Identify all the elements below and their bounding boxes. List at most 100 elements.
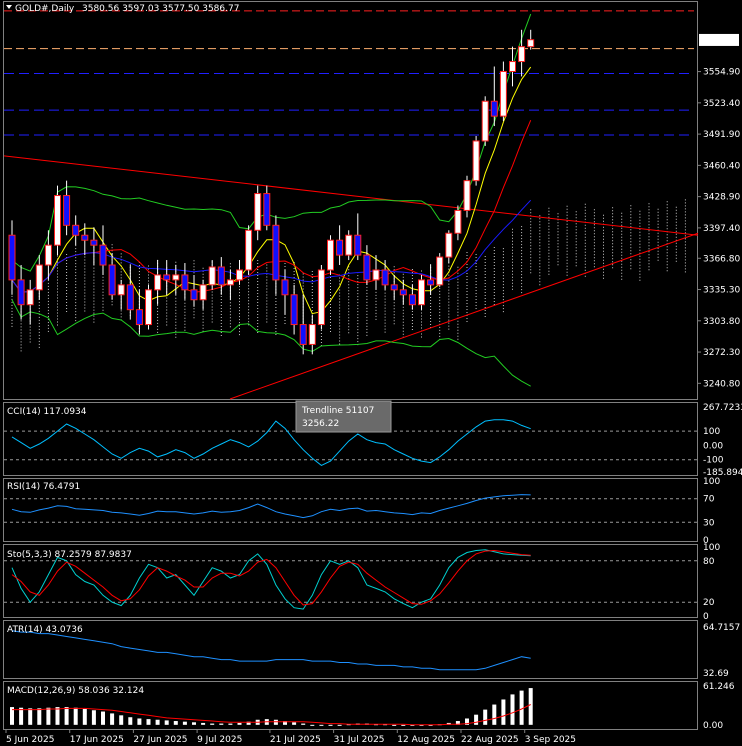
candle-body (472, 140, 480, 182)
candle-body (99, 244, 107, 266)
indicator-tick-label: 80 (703, 557, 715, 567)
candle-body (327, 239, 334, 271)
candle-body (345, 234, 353, 256)
macd-histogram-bar (19, 707, 24, 725)
indicator-tick-label: 0 (703, 536, 709, 546)
indicator-tick-label: -100 (703, 456, 724, 466)
candle-body (154, 274, 162, 291)
price-tick-label: 3272.30 (703, 348, 740, 358)
macd-histogram-bar (146, 719, 151, 725)
price-tick-label: 3335.30 (703, 286, 740, 296)
price-panel[interactable]: 3586.77 3554.90 3523.40 3491.90 3460.40 3428.… (3, 10, 740, 400)
indicator-tick-label: 100 (703, 427, 720, 437)
candle-body (408, 294, 416, 306)
candle-body (163, 274, 171, 281)
rsi-line (11, 494, 531, 519)
ma-slow-line (11, 199, 532, 293)
macd-histogram-bar (37, 708, 42, 725)
macd-histogram-bar (64, 707, 69, 725)
indicator-tick-label: 100 (703, 477, 720, 487)
candle-body (44, 244, 52, 266)
macd-histogram-bar (246, 721, 251, 725)
time-tick-label: 9 Jul 2025 (197, 735, 242, 745)
macd-histogram-bar (455, 721, 460, 725)
macd-histogram-bar (55, 707, 60, 725)
indicator-tick-label: 267.7233 (703, 403, 742, 413)
indicator-tick-label: 0 (703, 612, 709, 622)
candle-body (63, 195, 71, 226)
candle-body (81, 234, 89, 241)
price-tick-label: 3303.80 (703, 317, 740, 327)
candle-body (481, 100, 489, 142)
indicator-tick-label: 100 (703, 543, 720, 553)
trendline-descending (3, 155, 699, 236)
macd-histogram-bar (474, 714, 479, 725)
macd-histogram-bar (173, 721, 178, 725)
candle-body (54, 195, 61, 246)
bollinger-upper (11, 13, 532, 272)
price-tick-label: 3240.80 (703, 379, 740, 389)
candle-body (418, 279, 425, 306)
macd-histogram-bar (91, 710, 96, 725)
time-tick-label: 27 Jun 2025 (133, 735, 187, 745)
chart-header: GOLD#,Daily 3580.56 3597.03 3577.50 3586… (6, 4, 239, 14)
candle-body (35, 264, 43, 291)
candle-body (499, 70, 507, 117)
macd-histogram-bar (219, 723, 224, 725)
indicator-tick-label: 0.00 (703, 441, 723, 451)
macd-histogram-bar (10, 707, 14, 725)
time-tick-label: 3 Sep 2025 (525, 735, 576, 745)
candle-body (336, 239, 344, 256)
candle-body (354, 234, 362, 256)
price-tick-label: 3523.40 (703, 99, 740, 109)
macd-histogram-bar (301, 723, 306, 725)
macd-histogram-bar (310, 724, 315, 726)
trendline-ascending (229, 232, 699, 400)
candle-body (527, 39, 535, 48)
candle-body (281, 279, 289, 296)
candle-body (272, 224, 280, 281)
macd-histogram-bar (319, 724, 324, 726)
candle-body (236, 269, 243, 281)
main-panel-frame (3, 1, 698, 400)
candle-body (445, 232, 453, 258)
macd-histogram-bar (392, 724, 397, 726)
ma-fast-line (11, 66, 532, 315)
candle-body (454, 209, 462, 234)
candle-body (290, 294, 298, 326)
time-tick-label: 5 Jun 2025 (6, 735, 54, 745)
time-tick-label: 17 Jun 2025 (70, 735, 124, 745)
candle-body (263, 193, 271, 226)
sto-panel[interactable]: 100 80 20 0 (4, 543, 720, 622)
macd-histogram-bar (137, 718, 142, 725)
macd-histogram-bar (192, 722, 196, 725)
sto-panel-frame (3, 544, 698, 618)
trendline-tooltip: Trendline 51107 3256.22 (295, 400, 392, 433)
time-tick-label: 12 Aug 2025 (397, 735, 455, 745)
candle-body (72, 224, 80, 236)
macd-panel[interactable]: 61.246 0.00 (10, 682, 735, 731)
macd-histogram-bar (101, 711, 105, 725)
time-tick-label: 31 Jul 2025 (334, 735, 385, 745)
indicator-tick-label: 32.69 (703, 669, 729, 679)
candle-body (436, 256, 444, 286)
candle-body (199, 284, 207, 301)
macd-histogram-bar (273, 719, 278, 725)
candle-body (145, 289, 152, 326)
macd-histogram-bar (237, 722, 242, 725)
cci-line (11, 419, 531, 466)
atr-panel-frame (3, 620, 698, 679)
macd-histogram-bar (328, 724, 333, 726)
indicator-tick-label: 0.00 (703, 721, 723, 731)
rsi-panel[interactable]: 100 70 30 0 (4, 477, 720, 546)
candle-body (181, 274, 189, 291)
candle-body (427, 279, 435, 286)
cci-panel[interactable]: 267.7233 100 0.00 -100 -185.8945 (4, 403, 742, 478)
header-symbol: GOLD#,Daily (15, 4, 75, 14)
indicator-tick-label: 61.246 (703, 682, 735, 692)
macd-histogram-bar (465, 718, 469, 725)
macd-histogram-bar (201, 722, 206, 725)
candle-body (509, 61, 516, 72)
atr-panel[interactable]: 64.7157 32.69 (11, 623, 740, 679)
